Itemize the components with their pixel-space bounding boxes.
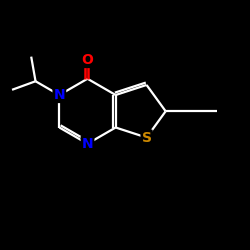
Text: N: N	[54, 88, 65, 102]
Text: S: S	[142, 130, 152, 144]
Text: O: O	[82, 53, 94, 67]
Text: N: N	[82, 137, 93, 151]
